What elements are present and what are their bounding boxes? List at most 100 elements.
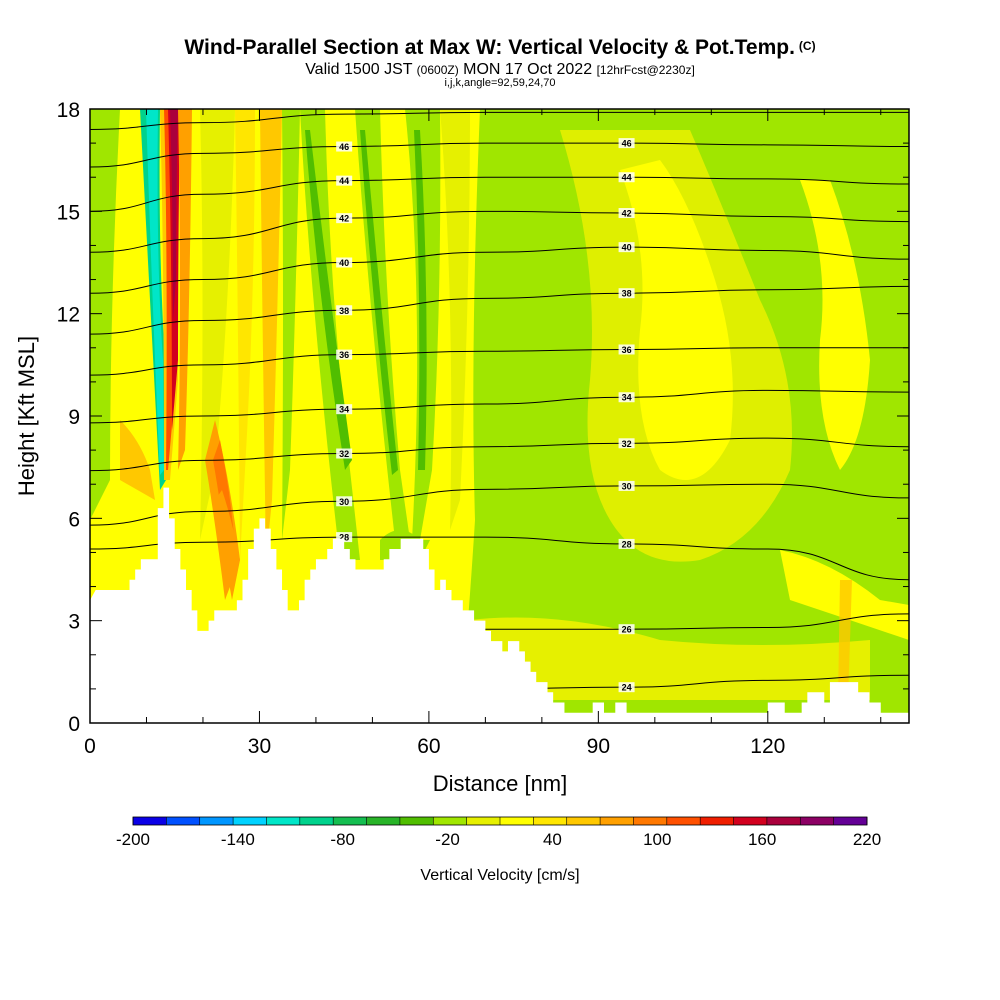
theta-contour-label-box bbox=[618, 538, 635, 549]
theta-contour-label: 34 bbox=[339, 405, 349, 415]
colorbar-tick-label: 160 bbox=[748, 830, 776, 849]
theta-contour-label: 38 bbox=[622, 289, 632, 299]
chart-subtitle: Valid 1500 JST (0600Z) MON 17 Oct 2022 [… bbox=[305, 61, 695, 78]
theta-contour-46 bbox=[90, 142, 909, 168]
terrain-mask bbox=[90, 487, 909, 723]
x-tick-label: 120 bbox=[750, 735, 785, 758]
colorbar-tick-label: -20 bbox=[435, 830, 460, 849]
x-tick-label: 0 bbox=[84, 735, 96, 758]
theta-contour-label: 42 bbox=[622, 209, 632, 219]
colorbar-swatch bbox=[733, 817, 768, 825]
colorbar-swatch bbox=[666, 817, 701, 825]
colorbar-title: Vertical Velocity [cm/s] bbox=[420, 867, 579, 884]
y-tick-label: 15 bbox=[57, 201, 80, 224]
theta-contour-label: 42 bbox=[339, 214, 349, 224]
theta-contour-label: 38 bbox=[339, 306, 349, 316]
theta-contour-label: 28 bbox=[339, 533, 349, 543]
theta-contour-30 bbox=[90, 483, 909, 526]
theta-contour-label: 36 bbox=[339, 350, 349, 360]
theta-contour-34 bbox=[90, 389, 909, 424]
theta-contour-label-box bbox=[336, 404, 353, 415]
theta-contour-label-box bbox=[336, 349, 353, 360]
theta-contour-label: 24 bbox=[622, 683, 632, 693]
y-axis-label: Height [Kft MSL] bbox=[14, 336, 39, 496]
colorbar-swatch bbox=[533, 817, 568, 825]
colorbar-tick-label: 100 bbox=[643, 830, 671, 849]
theta-contour-label: 32 bbox=[622, 439, 632, 449]
theta-contour-label: 34 bbox=[622, 393, 632, 403]
chart-subtitle-indices: i,j,k,angle=92,59,24,70 bbox=[444, 77, 556, 89]
theta-contour-label-box bbox=[336, 305, 353, 316]
theta-contour-38 bbox=[90, 285, 909, 335]
colorbar-swatch bbox=[600, 817, 634, 825]
theta-contour-label-box bbox=[618, 682, 635, 693]
x-tick-label: 30 bbox=[248, 735, 271, 758]
theta-contour-28 bbox=[90, 536, 909, 581]
colorbar-swatch bbox=[166, 817, 201, 825]
theta-contour-40 bbox=[90, 246, 909, 294]
theta-contour-44 bbox=[90, 176, 909, 212]
colorbar-swatch bbox=[399, 817, 434, 825]
y-tick-label: 3 bbox=[68, 611, 80, 634]
theta-contour-label-box bbox=[336, 175, 353, 186]
colorbar-swatch bbox=[633, 817, 668, 825]
theta-contour-label-box bbox=[336, 532, 353, 543]
y-tick-label: 9 bbox=[68, 406, 80, 429]
theta-contour-label-box bbox=[618, 138, 635, 149]
title-mark: (C) bbox=[798, 39, 816, 53]
x-tick-label: 90 bbox=[587, 735, 610, 758]
colorbar-swatch bbox=[766, 817, 801, 825]
colorbar-swatch bbox=[233, 817, 267, 825]
theta-contour-label-box bbox=[618, 480, 635, 491]
colorbar-tick-label: -80 bbox=[330, 830, 355, 849]
colorbar-swatch bbox=[466, 817, 501, 825]
theta-contour-label: 32 bbox=[339, 449, 349, 459]
colorbar-swatch bbox=[333, 817, 368, 825]
theta-contour-label-box bbox=[618, 438, 635, 449]
theta-contour-label: 46 bbox=[339, 142, 349, 152]
colorbar-swatch bbox=[199, 817, 234, 825]
colorbar-tick-label: -140 bbox=[221, 830, 255, 849]
theta-contour-label: 26 bbox=[622, 625, 632, 635]
colorbar-swatch bbox=[133, 817, 167, 825]
theta-contour-label: 28 bbox=[622, 539, 632, 549]
theta-contour-label-box bbox=[618, 392, 635, 403]
theta-contour-42 bbox=[90, 210, 909, 253]
theta-contour-label-box bbox=[618, 344, 635, 355]
theta-contour-label-box bbox=[336, 213, 353, 224]
colorbar-swatch bbox=[366, 817, 401, 825]
colorbar-swatch bbox=[433, 817, 468, 825]
theta-contour-label: 40 bbox=[339, 258, 349, 268]
theta-contour-label: 44 bbox=[339, 176, 349, 186]
theta-contour-label-box bbox=[618, 208, 635, 219]
y-tick-label: 12 bbox=[57, 304, 80, 327]
theta-contour-label: 30 bbox=[339, 497, 349, 507]
theta-contour-label-box bbox=[618, 172, 635, 183]
theta-contour-label: 30 bbox=[622, 481, 632, 491]
colorbar-swatch bbox=[700, 817, 735, 825]
colorbar-swatch bbox=[566, 817, 601, 825]
colorbar: -200 -140 -80 -20 40 100 160 220 bbox=[116, 816, 881, 849]
colorbar-swatch bbox=[833, 817, 868, 825]
theta-contour-label-box bbox=[336, 448, 353, 459]
theta-contour-label-box bbox=[618, 242, 635, 253]
theta-contour-label: 36 bbox=[622, 345, 632, 355]
theta-contour-36 bbox=[90, 347, 909, 376]
theta-contour-label-box bbox=[336, 496, 353, 507]
theta-contour-label: 46 bbox=[622, 139, 632, 149]
y-tick-label: 0 bbox=[68, 713, 80, 736]
theta-contour-label-box bbox=[336, 141, 353, 152]
y-tick-label: 18 bbox=[57, 99, 80, 122]
colorbar-swatch bbox=[500, 817, 534, 825]
theta-contour-32 bbox=[90, 437, 909, 472]
theta-contour-label: 40 bbox=[622, 243, 632, 253]
colorbar-swatch bbox=[299, 817, 334, 825]
theta-contour-label-box bbox=[618, 624, 635, 635]
colorbar-tick-label: 40 bbox=[543, 830, 562, 849]
theta-contour-label-box bbox=[336, 257, 353, 268]
colorbar-swatch bbox=[266, 817, 301, 825]
y-tick-label: 6 bbox=[68, 508, 80, 531]
theta-contour-label-box bbox=[618, 288, 635, 299]
